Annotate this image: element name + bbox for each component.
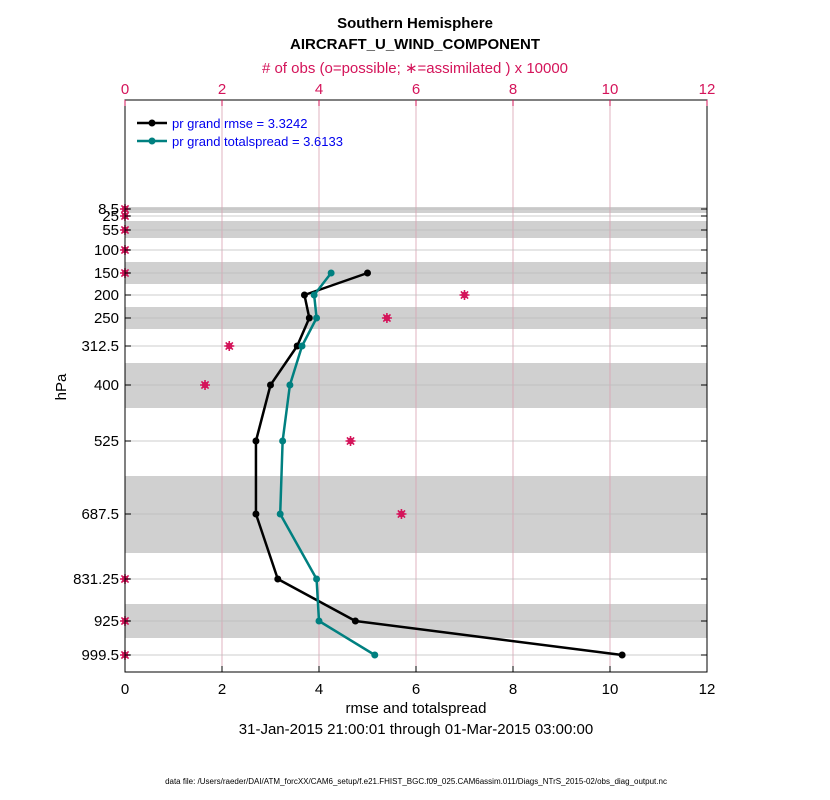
series-point-totalspread [315, 617, 323, 625]
y-tick-label: 831.25 [73, 571, 119, 588]
y-tick-label: 925 [94, 613, 119, 630]
y-tick-label: 100 [94, 242, 119, 259]
x-tick-label: 6 [412, 681, 420, 698]
series-point-rmse [618, 651, 626, 659]
y-tick-label: 25 [102, 208, 119, 225]
obs-marker-star [396, 509, 407, 519]
series-point-totalspread [371, 651, 379, 659]
series-point-rmse [252, 510, 260, 518]
series-point-rmse [364, 269, 371, 277]
legend-marker-rmse [148, 119, 156, 127]
y-tick-label: 8.5 [98, 201, 119, 218]
series-point-rmse [274, 575, 282, 583]
top-tick-label: 4 [315, 81, 323, 98]
y-tick-label: 250 [94, 310, 119, 327]
legend: pr grand rmse = 3.3242 pr grand totalspr… [137, 116, 343, 149]
obs-marker-star [459, 290, 470, 300]
chart-title: Southern Hemisphere [337, 15, 493, 32]
y-tick-label: 312.5 [81, 338, 119, 355]
series-point-rmse [300, 291, 308, 299]
obs-marker-star [381, 313, 392, 323]
x-tick-label: 2 [218, 681, 226, 698]
series-point-rmse [351, 617, 359, 625]
series-point-rmse [305, 314, 313, 322]
y-tick-label: 525 [94, 433, 119, 450]
series-point-rmse [293, 342, 301, 350]
obs-marker [459, 290, 470, 300]
y-axis-label: hPa [53, 373, 70, 400]
x-axis-label: rmse and totalspread [346, 700, 487, 717]
x-tick-label: 0 [121, 681, 129, 698]
top-tick-label: 8 [509, 81, 517, 98]
y-tick-label: 55 [102, 222, 119, 239]
series-line-totalspread [278, 272, 376, 657]
x-tick-label: 10 [602, 681, 619, 698]
legend-label-totalspread: pr grand totalspread = 3.6133 [172, 134, 343, 149]
series-point-totalspread [313, 575, 321, 583]
series-point-totalspread [279, 437, 287, 445]
obs-marker [345, 436, 356, 446]
obs-marker-star [224, 341, 235, 351]
series-point-totalspread [286, 381, 294, 389]
x-tick-label: 12 [699, 681, 716, 698]
series-point-totalspread [310, 291, 318, 299]
legend-marker-totalspread [148, 137, 156, 145]
date-range: 31-Jan-2015 21:00:01 through 01-Mar-2015… [239, 721, 593, 738]
top-tick-label: 2 [218, 81, 226, 98]
top-tick-label: 0 [121, 81, 129, 98]
obs-marker [396, 509, 407, 519]
obs-marker-star [200, 380, 211, 390]
y-tick-label: 200 [94, 287, 119, 304]
series-point-totalspread [298, 342, 306, 350]
top-tick-label: 10 [602, 81, 619, 98]
y-tick-label: 400 [94, 377, 119, 394]
x-tick-label: 8 [509, 681, 517, 698]
top-tick-label: 12 [699, 81, 716, 98]
obs-marker [200, 380, 211, 390]
series-point-totalspread [327, 269, 335, 277]
y-tick-label: 999.5 [81, 647, 119, 664]
obs-marker [224, 341, 235, 351]
obs-marker-star [345, 436, 356, 446]
y-tick-label: 150 [94, 265, 119, 282]
series-point-totalspread [276, 510, 284, 518]
legend-label-rmse: pr grand rmse = 3.3242 [172, 116, 308, 131]
series-point-totalspread [313, 314, 321, 322]
top-tick-label: 6 [412, 81, 420, 98]
chart-subtitle: AIRCRAFT_U_WIND_COMPONENT [290, 36, 540, 53]
series-point-rmse [267, 381, 274, 389]
obs-marker [381, 313, 392, 323]
grid [124, 100, 708, 672]
footer-data-file: data file: /Users/raeder/DAI/ATM_forcXX/… [165, 777, 667, 786]
y-tick-label: 687.5 [81, 506, 119, 523]
top-axis-label: # of obs (o=possible; ∗=assimilated ) x … [262, 60, 568, 77]
series-layer [252, 269, 626, 659]
x-tick-label: 4 [315, 681, 323, 698]
series-point-rmse [252, 437, 260, 445]
